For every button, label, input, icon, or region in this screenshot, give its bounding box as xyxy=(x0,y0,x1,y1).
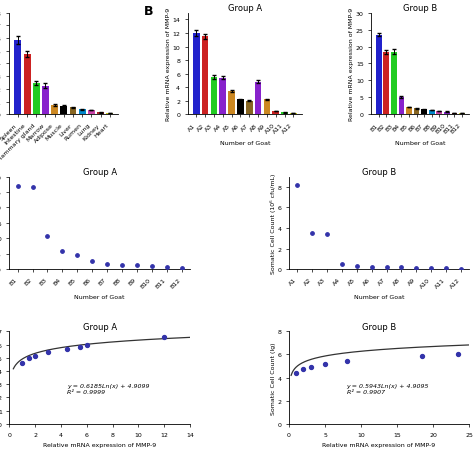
Point xyxy=(76,343,84,350)
Text: y = 0.5943Ln(x) + 4.9095
R² = 0.9907: y = 0.5943Ln(x) + 4.9095 R² = 0.9907 xyxy=(346,383,429,394)
Point xyxy=(45,349,52,356)
X-axis label: Number of Goat: Number of Goat xyxy=(74,295,125,300)
Bar xyxy=(219,78,226,115)
Bar xyxy=(290,114,297,115)
Point xyxy=(163,264,171,271)
Point xyxy=(353,263,361,270)
Point xyxy=(160,334,168,341)
Title: Group B: Group B xyxy=(362,322,396,331)
Point xyxy=(18,359,26,367)
Point xyxy=(14,183,21,190)
Bar xyxy=(437,112,442,115)
Point xyxy=(457,265,465,272)
Bar xyxy=(376,36,382,115)
Text: B: B xyxy=(145,5,154,18)
Bar xyxy=(459,114,465,115)
Bar xyxy=(399,98,404,115)
Bar xyxy=(255,83,261,115)
Y-axis label: Somatic Cell Count (10⁶ cfu/mL): Somatic Cell Count (10⁶ cfu/mL) xyxy=(270,173,276,273)
Bar xyxy=(444,112,450,115)
Bar xyxy=(414,109,419,115)
X-axis label: Relative mRNA expression of MMP-9: Relative mRNA expression of MMP-9 xyxy=(43,442,156,447)
Point xyxy=(321,361,329,368)
Bar xyxy=(383,52,389,115)
Point xyxy=(118,261,126,268)
Point xyxy=(442,265,450,272)
Bar xyxy=(60,107,67,115)
Bar xyxy=(281,113,288,115)
Point xyxy=(73,252,81,259)
Bar xyxy=(391,52,397,115)
Y-axis label: Relative mRNA expression of MMP-9: Relative mRNA expression of MMP-9 xyxy=(349,8,355,121)
Point xyxy=(178,264,185,272)
Point xyxy=(300,366,307,373)
Point xyxy=(31,352,39,359)
Bar xyxy=(421,110,427,115)
Title: Group B: Group B xyxy=(403,4,438,13)
Point xyxy=(133,262,141,269)
Bar xyxy=(452,114,457,115)
Point xyxy=(398,264,405,272)
X-axis label: Number of Goat: Number of Goat xyxy=(219,140,270,145)
Bar xyxy=(202,37,209,115)
Point xyxy=(25,354,33,362)
Point xyxy=(64,346,71,353)
Point xyxy=(292,369,300,377)
Bar xyxy=(70,108,76,115)
Point xyxy=(343,358,350,365)
Point xyxy=(455,351,462,358)
Bar xyxy=(88,110,95,115)
Point xyxy=(59,248,66,255)
Point xyxy=(338,261,346,268)
Point xyxy=(148,263,155,270)
Bar xyxy=(237,100,244,115)
Text: y = 0.6185Ln(x) + 4.9099
R² = 0.9999: y = 0.6185Ln(x) + 4.9099 R² = 0.9999 xyxy=(67,383,150,394)
Bar xyxy=(24,55,30,115)
Point xyxy=(412,264,420,272)
Bar xyxy=(33,84,40,115)
Point xyxy=(368,263,375,271)
Bar xyxy=(97,113,104,115)
Bar xyxy=(273,112,279,115)
Bar xyxy=(429,111,435,115)
Bar xyxy=(42,87,49,115)
Bar xyxy=(264,100,270,115)
Bar xyxy=(106,114,113,115)
Point xyxy=(383,264,391,271)
Bar xyxy=(51,106,58,115)
Point xyxy=(428,265,435,272)
Y-axis label: Relative mRNA expression of MMP-9: Relative mRNA expression of MMP-9 xyxy=(166,8,171,121)
Point xyxy=(88,258,96,266)
Title: Group A: Group A xyxy=(228,4,262,13)
Point xyxy=(44,233,51,240)
Point xyxy=(323,231,331,238)
Title: Group B: Group B xyxy=(362,167,396,176)
Point xyxy=(83,342,91,349)
Bar xyxy=(210,78,217,115)
Point xyxy=(307,364,314,371)
Title: Group A: Group A xyxy=(82,167,117,176)
X-axis label: Number of Goat: Number of Goat xyxy=(354,295,404,300)
Point xyxy=(29,184,36,192)
Bar xyxy=(14,41,21,115)
X-axis label: Relative mRNA expression of MMP-9: Relative mRNA expression of MMP-9 xyxy=(322,442,436,447)
Point xyxy=(308,230,316,237)
Bar xyxy=(79,110,86,115)
Bar xyxy=(246,101,253,115)
Point xyxy=(293,182,301,189)
Y-axis label: Somatic Cell Count (lg): Somatic Cell Count (lg) xyxy=(271,341,276,414)
Bar xyxy=(193,34,200,115)
Point xyxy=(103,260,111,267)
X-axis label: Number of Goat: Number of Goat xyxy=(395,140,446,145)
Bar xyxy=(406,108,412,115)
Bar xyxy=(228,92,235,115)
Point xyxy=(419,352,426,359)
Title: Group A: Group A xyxy=(82,322,117,331)
